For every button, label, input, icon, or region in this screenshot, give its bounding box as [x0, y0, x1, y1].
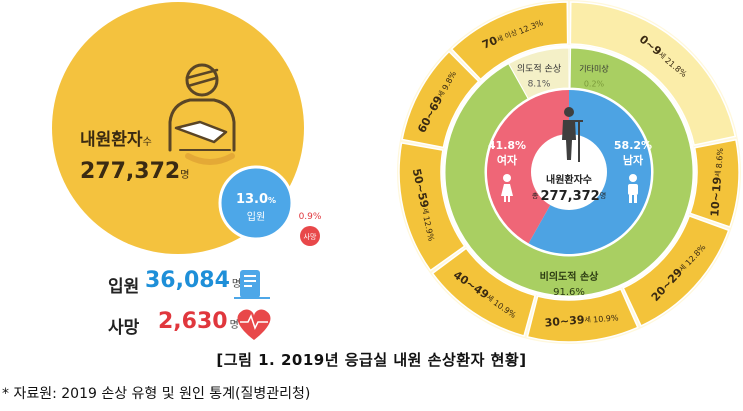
age-segment-10-19 — [689, 138, 740, 228]
age-suffix-60-69: 세 — [436, 87, 448, 99]
svg-text:277,372명: 277,372명 — [80, 159, 189, 184]
intent-pct-other: 0.2% — [584, 80, 605, 89]
age-segment-0-9 — [569, 1, 737, 147]
admit-row-unit: 명 — [231, 279, 242, 290]
admit-pct-unit: % — [268, 196, 276, 205]
admit-row-label: 입원 — [108, 277, 140, 297]
intent-name-unintentional: 비의도적 손상 — [540, 270, 599, 283]
center-unit: 명 — [600, 191, 606, 200]
intent-pct-intentional: 8.1% — [528, 80, 551, 90]
figure-caption: [그림 1. 2019년 응급실 내원 손상환자 현황] — [216, 351, 527, 369]
sex-pct-female: 41.8% — [488, 139, 526, 152]
admit-circle — [218, 165, 294, 241]
age-label-10-19: 10~19세 8.6% — [708, 147, 726, 217]
total-value: 277,372 — [80, 159, 180, 184]
left-panel: 내원환자수 277,372명 13.0% 입원 0.9% 사망 — [52, 2, 322, 340]
sex-name-female: 여자 — [497, 153, 518, 167]
age-segment-40-49 — [431, 247, 537, 337]
age-segment-30-39 — [526, 288, 639, 343]
female-figure-icon — [501, 174, 513, 202]
age-pct-30-39: 10.9% — [593, 313, 619, 324]
age-suffix-50-59: 세 — [420, 207, 431, 217]
age-suffix-10-19: 세 — [713, 168, 723, 177]
total-label-suffix: 수 — [143, 136, 152, 148]
sex-segment-female — [487, 90, 569, 244]
total-label: 내원환자 — [80, 130, 143, 150]
intent-pct-unintentional: 91.6% — [553, 287, 585, 298]
death-label: 사망 — [304, 232, 317, 241]
svg-text:내원환자수: 내원환자수 — [80, 130, 152, 150]
svg-text:30~39세 10.9%: 30~39세 10.9% — [544, 310, 619, 329]
admit-row-value: 36,084 — [145, 268, 230, 293]
admit-row-value-wrap: 36,084 명 — [145, 268, 241, 293]
age-name-30-39: 30~39 — [544, 313, 585, 329]
sex-pct-male: 58.2% — [614, 139, 652, 152]
svg-text:10~19세 8.6%: 10~19세 8.6% — [708, 147, 726, 217]
age-segment-60-69 — [401, 50, 480, 149]
svg-text:13.0%: 13.0% — [236, 192, 276, 207]
death-row-value-wrap: 2,630 명 — [158, 309, 239, 334]
center-hole — [531, 134, 607, 210]
clipboard-icon — [234, 270, 270, 299]
heart-icon — [237, 309, 271, 340]
death-pct: 0.9% — [299, 212, 322, 222]
center-label: 내원환자수 — [546, 173, 592, 186]
age-suffix-30-39: 세 — [584, 315, 593, 325]
age-suffix-40-49: 세 — [485, 292, 497, 304]
death-circle — [300, 226, 320, 246]
age-segment-20-29 — [622, 214, 730, 327]
intent-segment-2 — [444, 47, 694, 297]
total-unit: 명 — [180, 169, 189, 181]
sex-name-male: 남자 — [623, 153, 644, 167]
age-pct-10-19: 8.6% — [714, 147, 724, 168]
age-label-30-39: 30~39세 10.9% — [544, 310, 619, 330]
death-row-unit: 명 — [229, 320, 239, 331]
admit-pct: 13.0 — [236, 192, 268, 207]
intent-name-intentional: 의도적 손상 — [517, 63, 561, 75]
male-figure-icon — [628, 174, 638, 203]
intent-name-other: 기타미상 — [579, 64, 609, 74]
age-segment-70 — [450, 1, 569, 81]
center-prefix: 총 — [532, 191, 541, 200]
age-segment-50-59 — [398, 142, 466, 272]
ring-chart: 0~9세 21.8%10~19세 8.6%20~29세 12.8%30~39세 … — [397, 0, 741, 344]
age-name-10-19: 10~19 — [708, 176, 724, 217]
age-name-70: 70 — [480, 34, 499, 52]
death-row-value: 2,630 — [158, 309, 228, 334]
admit-label: 입원 — [247, 210, 265, 223]
source-note: * 자료원: 2019 손상 유형 및 원인 통계(질병관리청) — [2, 386, 311, 402]
center-total: 총 277,372명 — [532, 189, 606, 204]
crutch-patient-icon — [562, 107, 583, 162]
death-row-label: 사망 — [108, 318, 140, 338]
center-value: 277,372 — [541, 189, 600, 204]
injured-patient-icon — [168, 63, 236, 165]
